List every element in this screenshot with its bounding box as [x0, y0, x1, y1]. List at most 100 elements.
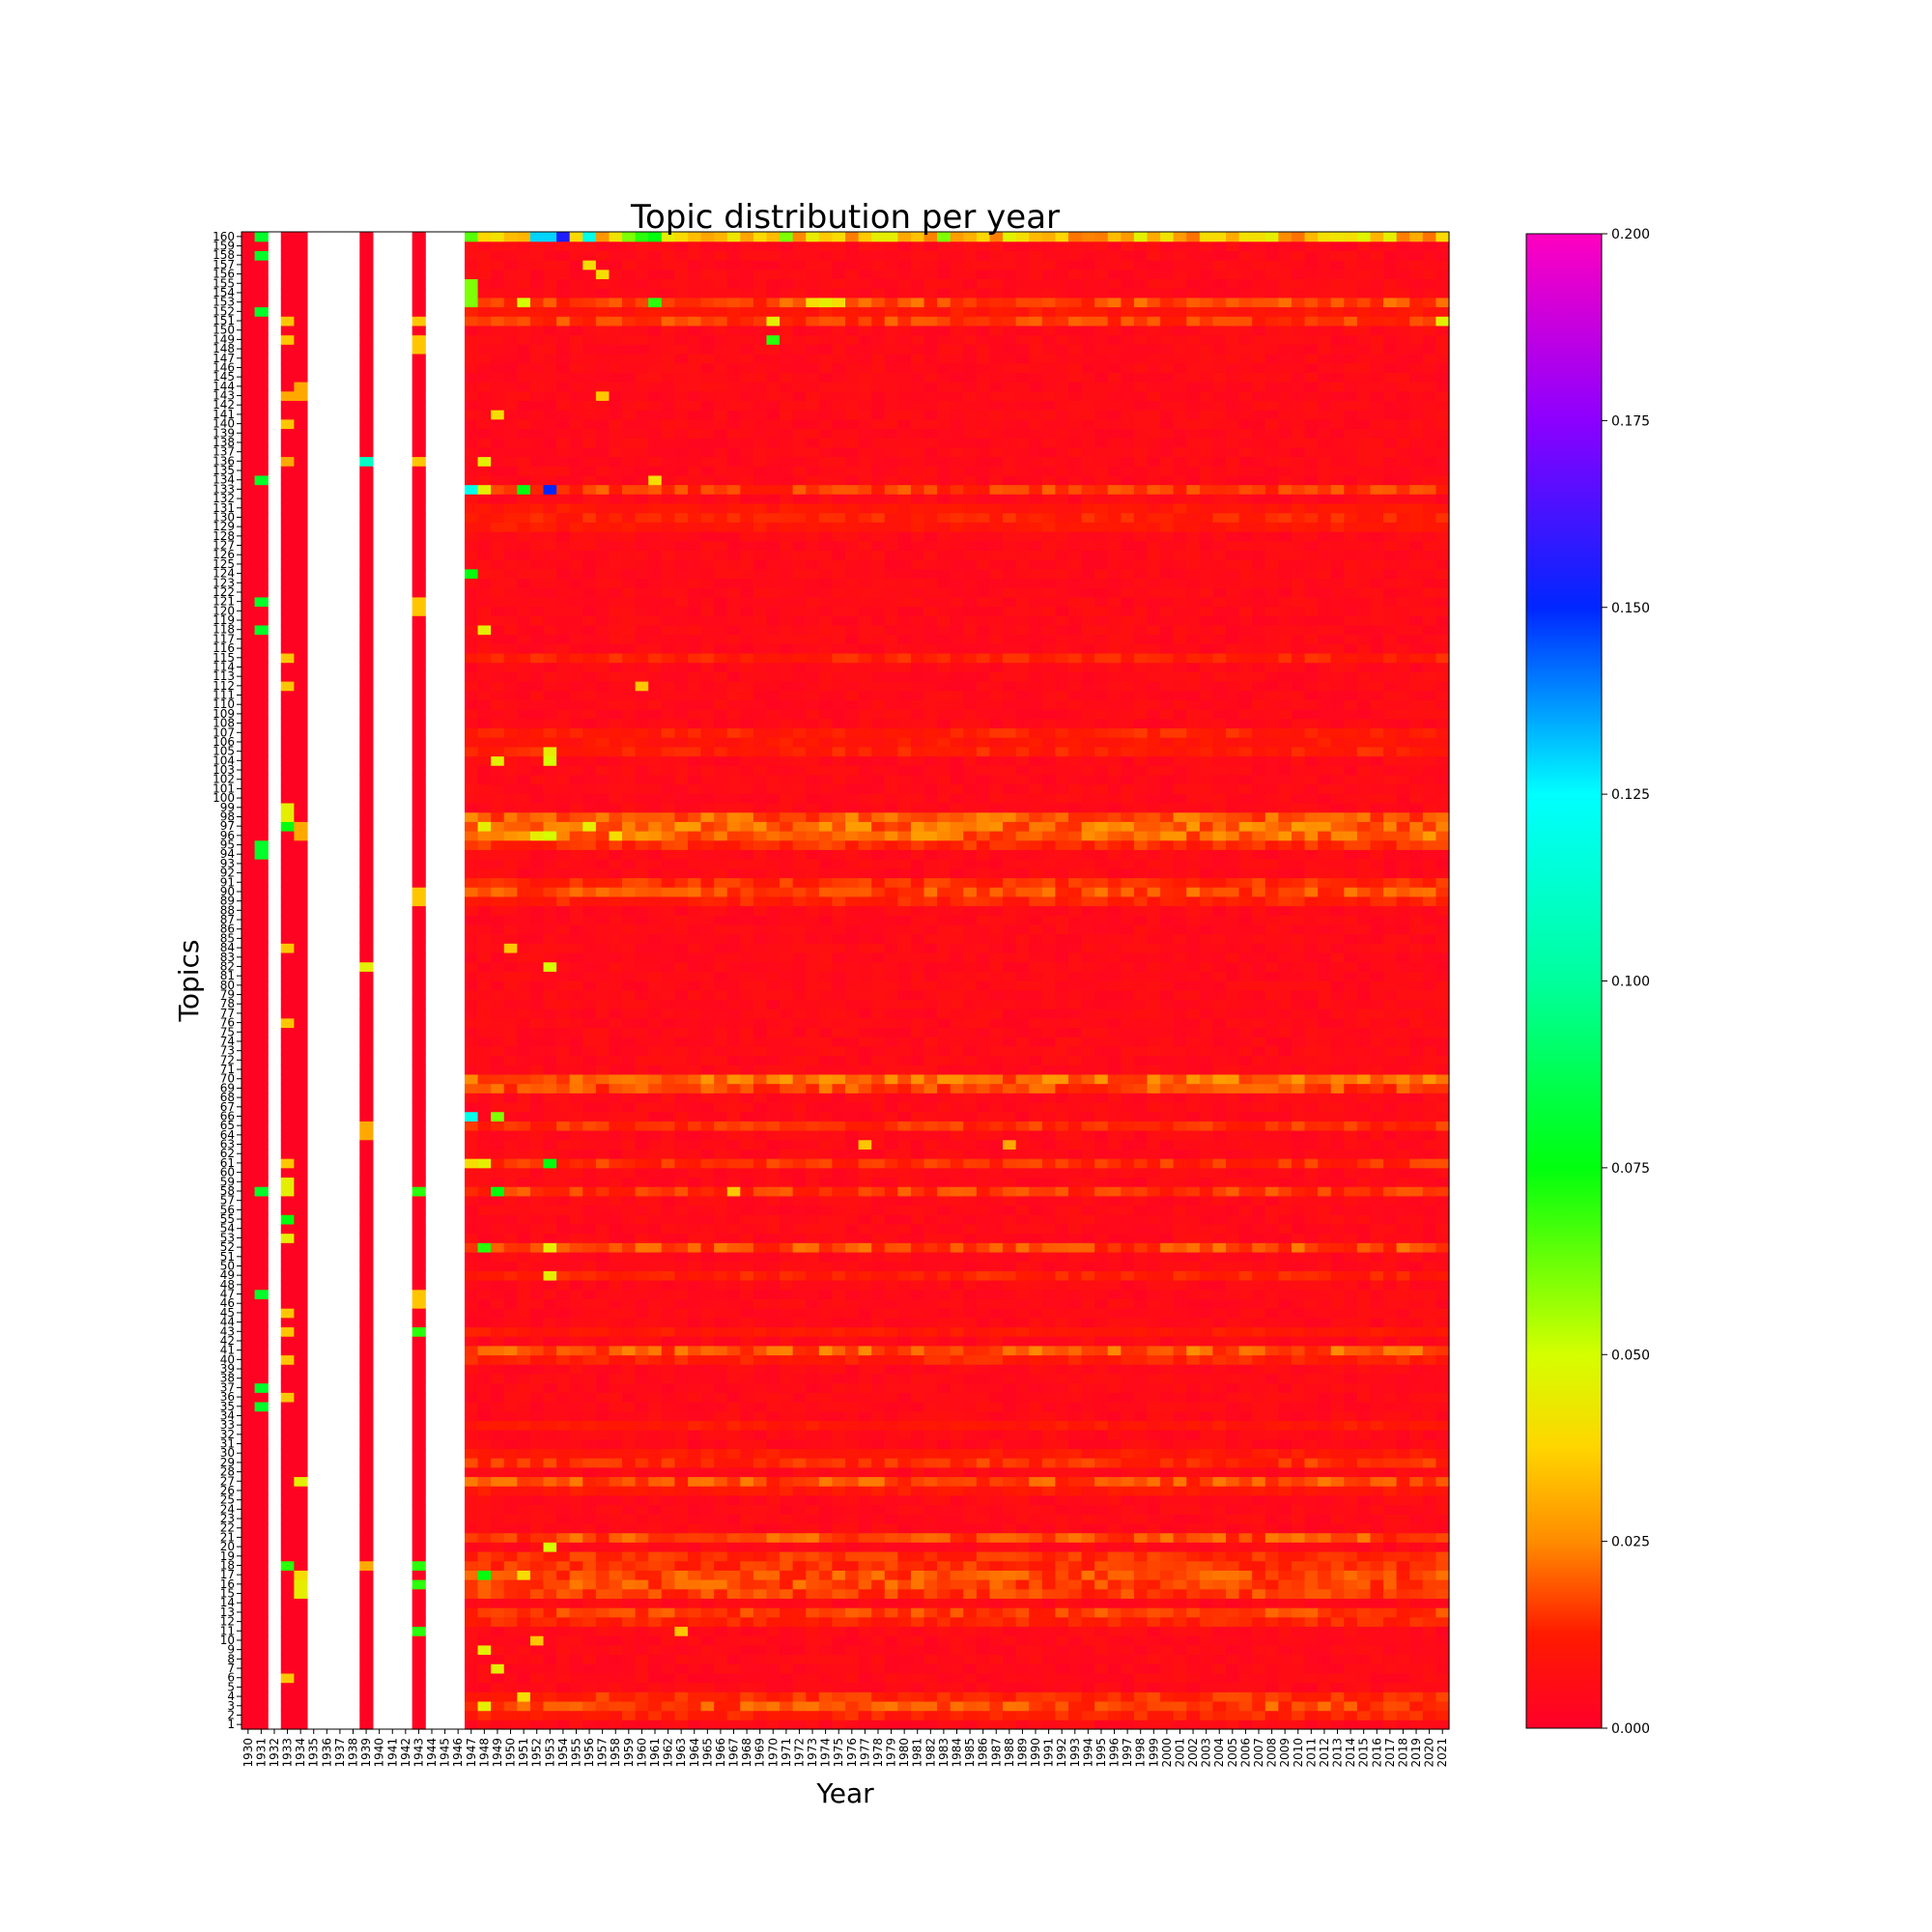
heatmap-cell — [609, 559, 623, 570]
heatmap-cell — [740, 587, 754, 598]
heatmap-cell — [359, 1345, 374, 1356]
heatmap-cell — [294, 1195, 308, 1207]
heatmap-cell — [529, 1570, 545, 1580]
heatmap-cell — [661, 699, 675, 710]
heatmap-cell — [556, 297, 571, 308]
heatmap-cell — [714, 334, 728, 345]
heatmap-cell — [477, 1579, 492, 1590]
heatmap-cell — [412, 1364, 426, 1375]
heatmap-cell — [740, 540, 754, 551]
heatmap-cell — [412, 1579, 426, 1590]
heatmap-cell — [412, 353, 426, 364]
heatmap-cell — [595, 709, 611, 720]
heatmap-cell — [780, 915, 794, 925]
heatmap-cell — [648, 709, 663, 720]
heatmap-cell — [556, 1710, 571, 1720]
heatmap-cell — [622, 1214, 637, 1225]
heatmap-cell — [464, 1167, 479, 1179]
heatmap-cell — [254, 1336, 269, 1347]
heatmap-cell — [622, 1644, 637, 1656]
heatmap-cell — [780, 1158, 794, 1169]
heatmap-cell — [766, 821, 781, 832]
heatmap-cell — [503, 1430, 518, 1440]
heatmap-cell — [582, 494, 597, 504]
heatmap-cell — [648, 606, 663, 616]
heatmap-cell — [753, 1672, 768, 1684]
heatmap-cell — [242, 1223, 256, 1235]
heatmap-cell — [477, 999, 492, 1009]
heatmap-cell — [648, 1401, 663, 1412]
heatmap-cell — [503, 1130, 518, 1141]
heatmap-cell — [582, 1598, 597, 1608]
heatmap-cell — [280, 353, 295, 364]
heatmap-cell — [635, 446, 649, 458]
heatmap-cell — [780, 1289, 794, 1299]
heatmap-cell — [700, 755, 715, 766]
heatmap-cell — [359, 466, 374, 476]
heatmap-cell — [569, 1504, 583, 1515]
heatmap-cell — [740, 961, 754, 972]
heatmap-cell — [464, 643, 479, 654]
heatmap-cell — [464, 232, 479, 242]
heatmap-cell — [556, 877, 571, 888]
heatmap-cell — [609, 980, 623, 991]
heatmap-cell — [753, 783, 768, 794]
heatmap-cell — [609, 811, 623, 822]
heatmap-cell — [753, 1111, 768, 1122]
heatmap-cell — [517, 915, 531, 925]
heatmap-cell — [609, 1186, 623, 1197]
heatmap-cell — [609, 1345, 623, 1356]
heatmap-cell — [491, 1532, 505, 1543]
heatmap-cell — [569, 512, 583, 523]
heatmap-cell — [517, 1410, 531, 1421]
heatmap-cell — [529, 634, 545, 644]
heatmap-cell — [242, 1700, 256, 1712]
heatmap-cell — [609, 260, 623, 270]
heatmap-cell — [412, 241, 426, 251]
heatmap-cell — [543, 1065, 557, 1075]
heatmap-cell — [648, 1261, 663, 1271]
heatmap-cell — [242, 1410, 256, 1421]
heatmap-cell — [294, 1186, 308, 1197]
heatmap-cell — [622, 1270, 637, 1281]
heatmap-cell — [280, 915, 295, 925]
heatmap-cell — [294, 1308, 308, 1319]
heatmap-cell — [280, 362, 295, 373]
heatmap-cell — [609, 1522, 623, 1534]
heatmap-cell — [582, 1476, 597, 1487]
heatmap-cell — [595, 1158, 611, 1169]
heatmap-cell — [477, 1466, 492, 1478]
heatmap-cell — [242, 1130, 256, 1141]
heatmap-cell — [280, 1448, 295, 1459]
heatmap-cell — [753, 1345, 768, 1356]
heatmap-cell — [556, 1336, 571, 1347]
heatmap-cell — [503, 802, 518, 813]
heatmap-cell — [780, 1205, 794, 1215]
heatmap-cell — [294, 232, 308, 242]
heatmap-cell — [661, 783, 675, 794]
heatmap-cell — [517, 1486, 531, 1496]
heatmap-cell — [543, 1308, 557, 1319]
heatmap-cell — [556, 550, 571, 560]
heatmap-cell — [529, 989, 545, 1000]
heatmap-cell — [726, 1466, 741, 1478]
heatmap-cell — [556, 859, 571, 869]
heatmap-cell — [569, 1205, 583, 1215]
heatmap-cell — [280, 1111, 295, 1122]
heatmap-cell — [648, 418, 663, 430]
heatmap-cell — [280, 849, 295, 860]
heatmap-cell — [674, 390, 689, 401]
heatmap-cell — [661, 802, 675, 813]
heatmap-cell — [726, 1121, 741, 1131]
heatmap-cell — [648, 1055, 663, 1065]
heatmap-cell — [517, 1579, 531, 1590]
heatmap-cell — [661, 1486, 675, 1496]
heatmap-cell — [412, 709, 426, 720]
heatmap-cell — [609, 241, 623, 251]
heatmap-cell — [280, 241, 295, 251]
heatmap-cell — [609, 1121, 623, 1131]
heatmap-cell — [753, 1289, 768, 1299]
heatmap-cell — [740, 1364, 754, 1375]
heatmap-cell — [464, 1476, 479, 1487]
heatmap-cell — [280, 923, 295, 935]
